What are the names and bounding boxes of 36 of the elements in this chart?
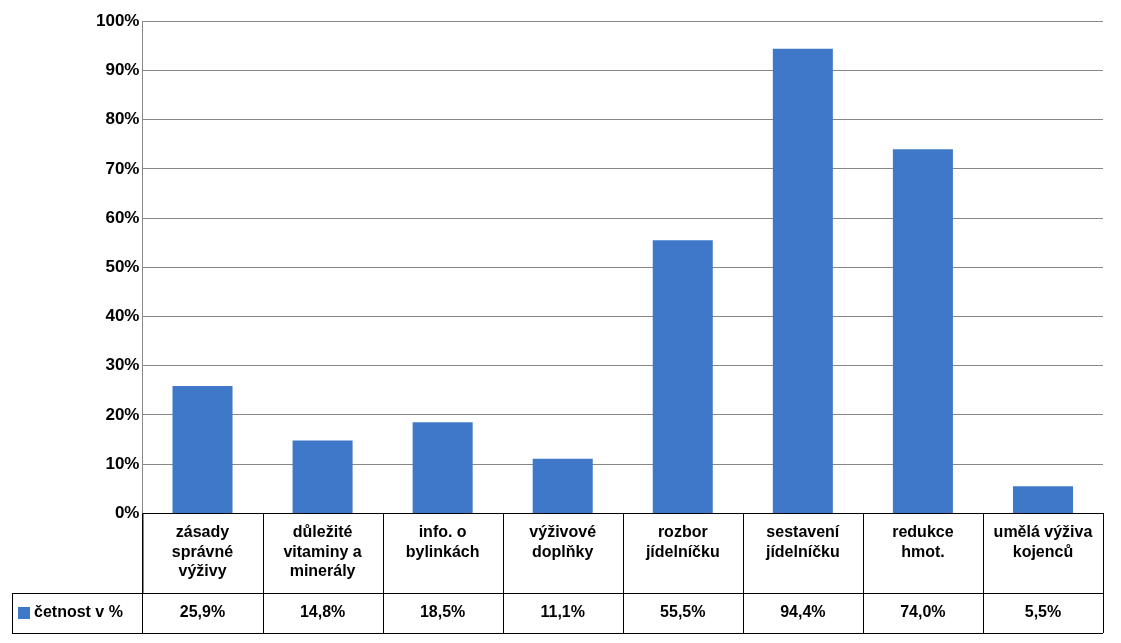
y-tick-label: 10%	[105, 453, 140, 473]
x-tick-label: redukce hmot.	[892, 523, 954, 560]
x-tick-label: zásady správné výživy	[171, 523, 234, 579]
x-tick-label: umělá výživa kojenců	[993, 523, 1093, 560]
x-tick-label: rozbor jídelníčku	[644, 523, 720, 560]
x-tick-label: výživové doplňky	[529, 523, 597, 560]
data-label: 94,4%	[780, 603, 826, 621]
y-tick-label: 70%	[105, 158, 140, 178]
bar	[892, 149, 953, 513]
x-tick-label: důležité vitaminy a minerály	[283, 523, 362, 579]
data-label: 18,5%	[419, 603, 466, 621]
y-tick-label: 60%	[105, 207, 140, 227]
data-label: 14,8%	[299, 603, 346, 621]
data-label: 74,0%	[900, 603, 946, 621]
y-tick-label: 20%	[105, 404, 140, 424]
y-tick-label: 50%	[105, 256, 140, 276]
bar	[652, 240, 713, 513]
y-tick-label: 30%	[105, 355, 140, 375]
bar	[1012, 486, 1073, 513]
y-tick-label: 40%	[105, 306, 140, 326]
x-tick-label: info. o bylinkách	[405, 523, 480, 560]
data-label: 25,9%	[179, 603, 226, 621]
y-tick-label: 90%	[105, 60, 140, 80]
x-tick-label: sestavení jídelníčku	[764, 523, 840, 560]
bar	[172, 385, 233, 513]
y-tick-label: 0%	[114, 503, 140, 523]
bar	[412, 422, 473, 513]
bar	[292, 440, 353, 513]
data-label: 11,1%	[540, 603, 585, 621]
data-label: 55,5%	[660, 603, 706, 621]
bar	[772, 48, 833, 513]
y-tick-label: 80%	[105, 109, 140, 129]
legend-label: četnost v %	[34, 603, 123, 621]
y-tick-label: 100%	[96, 10, 140, 30]
bar	[532, 458, 593, 513]
data-label: 5,5%	[1024, 603, 1062, 621]
